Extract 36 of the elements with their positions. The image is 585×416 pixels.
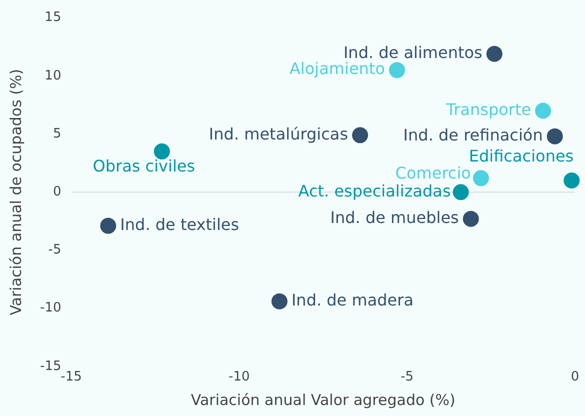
series-label: Ind. metalúrgicas <box>208 124 348 144</box>
y-tick-label: 10 <box>44 68 62 84</box>
point <box>100 218 116 234</box>
series-label: Ind. de textiles <box>120 214 240 234</box>
point <box>462 210 479 227</box>
series-label: Edificaciones <box>468 146 574 166</box>
series-label: Ind. de muebles <box>330 208 459 227</box>
series-label: Ind. de refinación <box>403 125 543 144</box>
y-tick-label: -15 <box>40 358 62 374</box>
point <box>546 128 563 144</box>
series-label: Comercio <box>395 163 471 182</box>
x-axis-title: Variación anual Valor agregado (%) <box>190 390 456 409</box>
point <box>154 143 170 160</box>
y-tick-label: -5 <box>48 242 62 258</box>
point <box>452 184 469 200</box>
series-label: Ind. de alimentos <box>343 42 482 62</box>
series-label: Ind. de madera <box>291 290 414 310</box>
point <box>352 127 368 144</box>
y-tick-label: 0 <box>52 184 62 200</box>
point <box>472 170 489 186</box>
y-tick-label: -10 <box>40 300 62 316</box>
y-axis-title: Variación anual de ocupados (%) <box>6 68 25 316</box>
y-tick-label: 5 <box>52 126 62 142</box>
point <box>271 293 288 310</box>
point <box>564 172 580 188</box>
series-label: Alojamiento <box>289 59 385 78</box>
series-label: Transporte <box>445 100 532 119</box>
x-tick-label: 0 <box>570 370 580 385</box>
series-label: Obras civiles <box>92 156 196 176</box>
point <box>535 102 552 119</box>
point <box>389 62 406 78</box>
x-tick-label: -5 <box>400 370 414 385</box>
y-tick-label: 15 <box>44 10 62 26</box>
x-tick-label: -10 <box>228 370 250 385</box>
point <box>486 46 502 62</box>
series-label: Act. especializadas <box>298 181 451 200</box>
